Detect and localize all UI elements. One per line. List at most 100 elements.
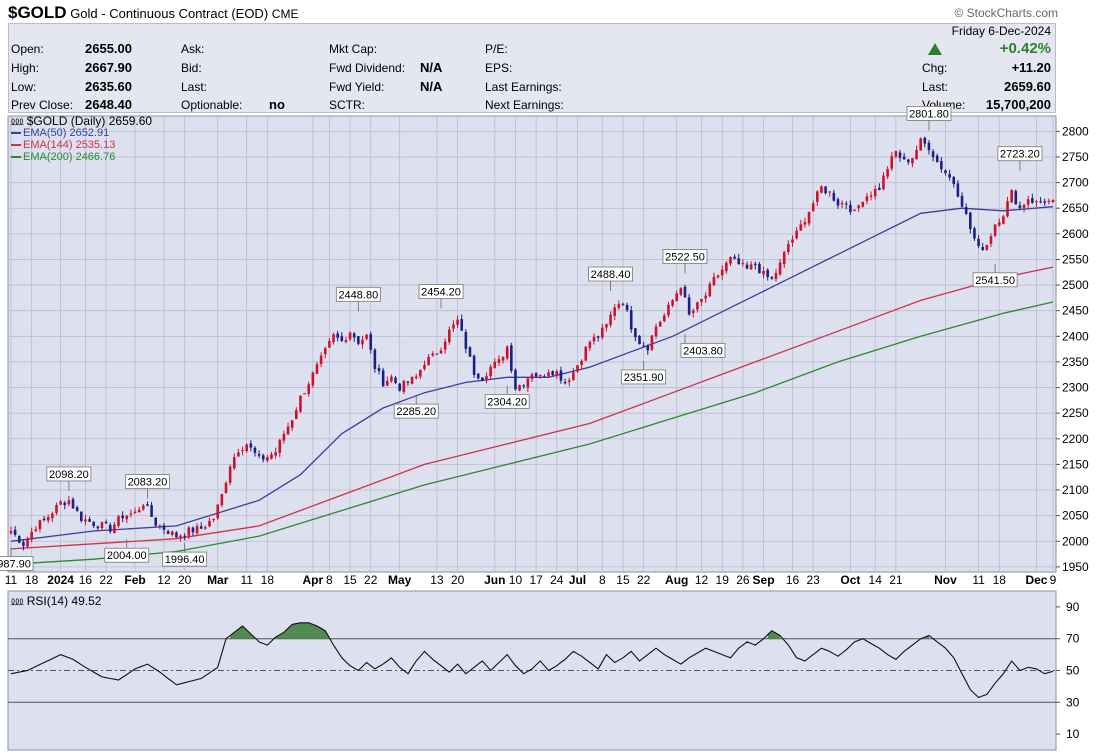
annotation-box-12 (680, 342, 726, 358)
candle-body-24 (108, 524, 112, 532)
x-tick-label-15: May (388, 573, 412, 587)
credit[interactable]: © StockCharts.com (954, 6, 1058, 20)
candle-body-119 (501, 357, 505, 361)
candle-body-199 (832, 192, 836, 201)
candle-body-15 (71, 499, 75, 509)
quote-panel: Open: 2655.00 High: 2667.90 Low: 2635.60… (8, 23, 1056, 113)
candle-body-228 (952, 177, 956, 184)
candle-body-126 (530, 374, 534, 379)
annotation-label-5: 2448.80 (338, 289, 378, 301)
ema200-swatch (11, 156, 21, 159)
annotation-box-3 (104, 547, 150, 563)
x-tick-label-19: 10 (509, 573, 523, 587)
candle-body-58 (249, 443, 253, 448)
candle-body-43 (187, 527, 191, 536)
x-tick-label-7: 20 (178, 573, 192, 587)
candle-body-94 (398, 383, 401, 391)
prev-close-label: Prev Close: (11, 98, 74, 112)
candle-body-127 (534, 373, 538, 377)
candle-body-5 (30, 531, 33, 540)
candle-body-42 (183, 535, 186, 537)
candle-body-74 (315, 364, 319, 374)
candle-body-6 (34, 529, 38, 531)
quote-date: Friday 6-Dec-2024 (951, 24, 1051, 38)
candle-body-194 (811, 203, 815, 212)
candle-body-149 (625, 304, 629, 311)
candle-body-209 (873, 189, 877, 197)
candle-body-176 (737, 258, 741, 265)
candle-body-182 (762, 270, 765, 275)
candle-body-32 (142, 505, 145, 510)
annotation-box-9 (588, 266, 633, 282)
candle-body-3 (22, 542, 25, 546)
candle-body-225 (940, 161, 943, 170)
candle-body-66 (282, 434, 286, 441)
chart-title: $GOLD Gold - Continuous Contract (EOD) C… (8, 3, 298, 23)
x-tick-label-12: 8 (326, 573, 333, 587)
x-tick-label-27: 12 (695, 573, 709, 587)
candle-body-114 (481, 377, 484, 381)
x-tick-label-9: 11 (240, 573, 253, 587)
candle-body-18 (84, 519, 87, 522)
candle-body-81 (344, 340, 348, 342)
next-earnings-label: Next Earnings: (485, 98, 564, 112)
annotation-box-4 (162, 551, 208, 567)
candle-body-156 (654, 326, 658, 337)
candle-body-234 (977, 238, 980, 246)
candle-body-89 (377, 368, 381, 371)
candle-body-72 (307, 384, 311, 394)
candle-body-246 (1026, 199, 1030, 205)
candle-body-201 (840, 202, 844, 205)
candle-body-233 (973, 228, 976, 239)
annotation-label-7: 2285.20 (396, 406, 436, 418)
candle-body-1 (13, 529, 17, 535)
candle-body-142 (596, 336, 600, 338)
candle-body-31 (137, 509, 141, 513)
y-tick-label-1950: 1950 (1062, 560, 1089, 574)
annotation-label-15: 2541.50 (975, 275, 1015, 287)
annotation-box-0 (0, 556, 34, 571)
annotation-box-11 (621, 369, 667, 385)
candle-body-137 (576, 365, 579, 372)
candle-body-141 (592, 336, 596, 342)
candle-body-91 (385, 381, 389, 386)
candle-body-27 (121, 515, 124, 519)
candle-body-100 (423, 365, 426, 369)
candle-body-151 (634, 328, 637, 338)
y-tick-label-2750: 2750 (1062, 150, 1089, 164)
candle-body-103 (435, 353, 439, 355)
candle-body-70 (299, 395, 302, 412)
candle-body-49 (212, 519, 215, 521)
candle-body-173 (725, 262, 728, 272)
candle-body-184 (770, 277, 774, 279)
candle-body-123 (518, 385, 521, 391)
candle-body-37 (162, 525, 166, 530)
candle-body-109 (460, 318, 463, 331)
candle-body-20 (92, 521, 95, 526)
candle-body-23 (104, 521, 108, 524)
x-tick-label-16: 13 (430, 573, 444, 587)
x-tick-label-20: 17 (529, 573, 543, 587)
candle-body-118 (497, 359, 501, 363)
candle-body-222 (927, 142, 931, 151)
x-tick-label-18: Jun (484, 573, 505, 587)
candle-body-243 (1014, 190, 1018, 205)
rsi-tick-label-90: 90 (1066, 600, 1080, 614)
candle-body-145 (609, 314, 612, 325)
annotation-label-8: 2304.20 (487, 396, 527, 408)
y-tick-label-2450: 2450 (1062, 304, 1089, 318)
candle-body-190 (795, 230, 798, 239)
candle-body-202 (844, 203, 848, 205)
x-tick-label-25: 22 (637, 573, 651, 587)
candle-body-220 (919, 138, 922, 151)
candle-body-148 (621, 303, 625, 305)
candle-body-169 (708, 283, 712, 297)
candle-body-101 (427, 356, 430, 366)
candle-body-41 (179, 535, 182, 538)
candle-body-237 (989, 236, 993, 244)
rsi-tick-label-30: 30 (1066, 695, 1080, 709)
ask-label: Ask: (181, 42, 205, 56)
high-label: High: (11, 61, 40, 75)
candle-body-79 (336, 333, 339, 338)
